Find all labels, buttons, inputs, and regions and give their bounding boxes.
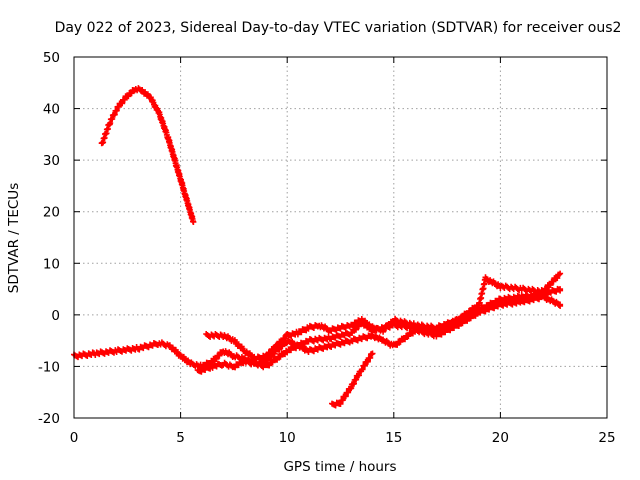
- gridlines: [74, 57, 607, 418]
- series-arc-high: [98, 85, 197, 225]
- x-tick-label: 10: [279, 430, 296, 446]
- data-points: [203, 270, 564, 363]
- data-points: [329, 350, 376, 409]
- x-tick-label: 15: [385, 430, 402, 446]
- y-tick-label: 10: [43, 256, 60, 272]
- y-tick-label: 50: [43, 50, 60, 66]
- series-arc-low: [329, 350, 376, 409]
- data-points: [194, 292, 564, 375]
- data-points: [98, 85, 197, 225]
- y-tick-label: 20: [43, 205, 60, 221]
- x-tick-label: 20: [492, 430, 509, 446]
- y-tick-label: 40: [43, 102, 60, 118]
- y-tick-label: -20: [38, 411, 60, 427]
- data-series: [71, 85, 564, 409]
- y-axis-label: SDTVAR / TECUs: [6, 183, 22, 293]
- plot-frame: [73, 56, 608, 419]
- x-axis-label: GPS time / hours: [283, 459, 396, 475]
- chart-title: Day 022 of 2023, Sidereal Day-to-day VTE…: [55, 20, 622, 36]
- y-tick-label: -10: [38, 359, 60, 375]
- y-tick-label: 30: [43, 153, 60, 169]
- x-tick-label: 25: [598, 430, 615, 446]
- x-tick-label: 0: [70, 430, 79, 446]
- axes: 0 5 10 15 20 25 -20 -10 0 10 20 30 40 50: [38, 50, 616, 446]
- series-lower-band: [194, 292, 564, 375]
- x-tick-label: 5: [176, 430, 185, 446]
- y-tick-label: 0: [51, 308, 60, 324]
- series-upper-band: [203, 270, 564, 363]
